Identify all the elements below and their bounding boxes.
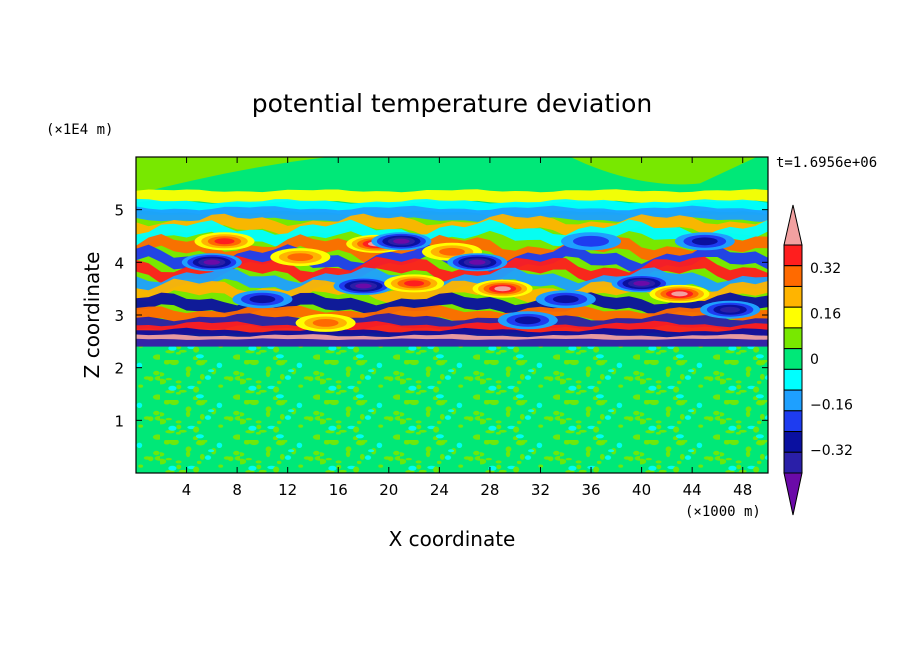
x-tick-label: 20 <box>379 481 398 499</box>
colorbar-bin <box>783 244 803 267</box>
colorbar-bin <box>783 389 803 412</box>
contour-feature <box>633 280 650 286</box>
upper-green-cap <box>136 157 757 194</box>
colorbar <box>783 204 803 516</box>
y-unit-label: (×1E4 m) <box>46 122 113 138</box>
x-tick-label: 32 <box>531 481 550 499</box>
contour-feature <box>494 286 511 292</box>
contour-feature <box>355 283 372 289</box>
contour-feature <box>439 247 465 256</box>
x-tick-label: 8 <box>232 481 242 499</box>
x-axis: 4 8 12 16 20 24 28 32 36 40 44 48 <box>182 157 752 499</box>
colorbar-bin <box>783 451 803 474</box>
contour-feature <box>287 253 314 261</box>
contour-feature <box>203 259 220 265</box>
x-tick-label: 28 <box>480 481 499 499</box>
colorbar-bin <box>783 410 803 433</box>
y-tick-label: 1 <box>114 412 124 430</box>
x-tick-label: 40 <box>632 481 651 499</box>
time-label: t=1.6956e+06 <box>776 155 877 171</box>
contour-feature <box>214 238 235 245</box>
contour-feature <box>691 237 718 246</box>
colorbar-bottom-extension <box>783 472 803 516</box>
colorbar-bin <box>783 265 803 287</box>
y-tick-label: 5 <box>114 202 124 220</box>
contour-feature <box>720 306 741 313</box>
colorbar-bin <box>783 348 803 370</box>
y-axis: 1 2 3 4 5 <box>114 202 768 430</box>
colorbar-tick-label: 0.16 <box>810 306 841 322</box>
x-tick-label: 16 <box>329 481 348 499</box>
colorbar-bin <box>783 306 803 329</box>
contour-feature <box>573 235 609 247</box>
contour-feature <box>514 316 541 325</box>
contour-feature <box>404 280 425 287</box>
x-tick-label: 4 <box>182 481 192 499</box>
x-unit-label: (×1000 m) <box>685 504 761 520</box>
x-axis-label: X coordinate <box>389 527 516 551</box>
contour-feature <box>249 295 276 304</box>
colorbar-bin <box>783 368 803 391</box>
noise-layer <box>136 346 768 473</box>
wave-band <box>136 292 768 317</box>
colorbar-tick-label: 0.32 <box>810 261 841 277</box>
plot-area <box>136 157 768 473</box>
colorbar-tick-label: −0.16 <box>810 398 853 414</box>
y-tick-label: 3 <box>114 307 124 325</box>
contour-feature <box>671 291 688 297</box>
chart-title: potential temperature deviation <box>252 89 652 118</box>
x-tick-label: 36 <box>581 481 600 499</box>
colorbar-bin <box>783 327 803 350</box>
colorbar-tick-label: −0.32 <box>810 443 853 459</box>
wave-band <box>136 205 768 222</box>
x-tick-label: 44 <box>683 481 702 499</box>
colorbar-ticks: −0.32 −0.16 0 0.16 0.32 <box>810 261 853 459</box>
contour-feature <box>469 259 486 265</box>
y-tick-label: 2 <box>114 360 124 378</box>
x-tick-label: 48 <box>733 481 752 499</box>
contour-feature <box>552 295 579 304</box>
x-tick-label: 24 <box>430 481 449 499</box>
x-tick-label: 12 <box>278 481 297 499</box>
contour-feature <box>393 238 410 244</box>
colorbar-bin <box>783 431 803 453</box>
colorbar-tick-label: 0 <box>810 352 819 368</box>
colorbar-bin <box>783 285 803 308</box>
y-axis-label: Z coordinate <box>80 252 104 379</box>
contour-feature <box>312 319 339 327</box>
y-tick-label: 4 <box>114 254 124 272</box>
